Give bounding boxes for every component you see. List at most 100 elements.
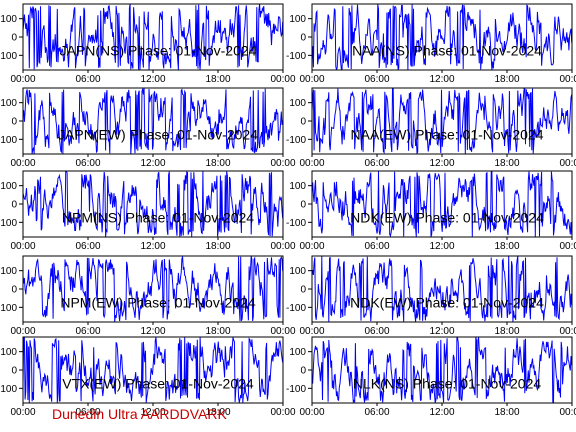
- x-tick-label: 00:00: [299, 74, 324, 85]
- x-tick-label: 18:00: [494, 407, 519, 418]
- x-tick-label: 00:00: [270, 158, 295, 169]
- panel-title: NDK(EW) Phase: 01-Nov-2024: [350, 294, 544, 310]
- x-tick-label: 00:00: [270, 326, 295, 337]
- x-tick-label: 00:00: [559, 158, 576, 169]
- phase-panel: -100 0 100 00:00 06:00 12:00 18:00 00:00 NDK(EW)…: [286, 255, 576, 337]
- x-tick-label: 00:00: [559, 407, 576, 418]
- x-tick-label: 18:00: [494, 326, 519, 337]
- x-tick-label: 06:00: [364, 407, 389, 418]
- x-tick-label: 18:00: [205, 326, 230, 337]
- y-tick-label: 100: [289, 347, 306, 358]
- y-tick-label: 0: [11, 117, 17, 128]
- x-tick-label: 18:00: [494, 158, 519, 169]
- phase-trace: [23, 171, 283, 237]
- panel-grid: -100 0 100 00:00 06:00 12:00 18:00 00:00 JAPN(NS…: [0, 3, 576, 418]
- panel-frame: [311, 336, 573, 404]
- footer-label: Dunedin Ultra AARDDVARK: [52, 406, 227, 422]
- panel-title: JAPN(NS) Phase: 01-Nov-2024: [60, 42, 257, 58]
- x-tick-label: 06:00: [364, 74, 389, 85]
- y-tick-label: 0: [11, 33, 17, 44]
- phase-panel: -100 0 100 00:00 06:00 12:00 18:00 00:00 NLK(NS)…: [286, 336, 576, 418]
- x-tick-label: 00:00: [270, 407, 295, 418]
- phase-panel: -100 0 100 00:00 06:00 12:00 18:00 00:00 NPM(EW)…: [0, 255, 296, 337]
- x-tick-label: 12:00: [429, 407, 454, 418]
- x-tick-label: 00:00: [559, 326, 576, 337]
- x-tick-label: 00:00: [270, 241, 295, 252]
- x-tick-label: 06:00: [75, 74, 100, 85]
- x-tick-label: 18:00: [494, 241, 519, 252]
- panel-title: NPM(EW) Phase: 01-Nov-2024: [60, 294, 256, 310]
- x-tick-label: 12:00: [140, 241, 165, 252]
- phase-trace: [23, 337, 283, 403]
- phase-panel: -100 0 100 00:00 06:00 12:00 18:00 00:00 NAA(EW)…: [286, 87, 576, 169]
- panel-title: NAA(NS) Phase: 01-Nov-2024: [352, 42, 542, 58]
- x-tick-label: 18:00: [205, 241, 230, 252]
- phase-trace: [23, 88, 283, 154]
- y-tick-label: -100: [286, 51, 306, 62]
- x-tick-label: 12:00: [429, 326, 454, 337]
- y-tick-label: 0: [11, 285, 17, 296]
- phase-trace: [312, 4, 572, 70]
- x-tick-label: 00:00: [559, 241, 576, 252]
- phase-panel: -100 0 100 00:00 06:00 12:00 18:00 00:00 JAPN(NS…: [0, 3, 296, 85]
- x-tick-label: 12:00: [140, 158, 165, 169]
- x-tick-label: 06:00: [364, 241, 389, 252]
- x-tick-label: 00:00: [299, 407, 324, 418]
- y-tick-label: 0: [11, 366, 17, 377]
- x-tick-label: 18:00: [205, 74, 230, 85]
- y-tick-label: 100: [0, 14, 17, 25]
- y-tick-label: -100: [0, 303, 17, 314]
- panel-title: NDK(EW) Phase: 01-Nov-2024: [350, 209, 544, 225]
- x-tick-label: 12:00: [140, 407, 165, 418]
- y-tick-label: 0: [300, 33, 306, 44]
- x-tick-label: 00:00: [299, 158, 324, 169]
- x-tick-label: 00:00: [10, 407, 35, 418]
- y-tick-label: 100: [289, 266, 306, 277]
- y-tick-label: -100: [286, 384, 306, 395]
- x-tick-label: 00:00: [299, 241, 324, 252]
- panel-frame: [311, 255, 573, 323]
- phase-trace: [312, 171, 572, 237]
- y-tick-label: -100: [0, 135, 17, 146]
- phase-trace: [312, 337, 572, 403]
- x-tick-label: 06:00: [364, 158, 389, 169]
- y-tick-label: 100: [289, 14, 306, 25]
- x-tick-label: 12:00: [429, 241, 454, 252]
- phase-trace: [312, 256, 572, 322]
- y-tick-label: -100: [0, 51, 17, 62]
- y-tick-label: 100: [0, 347, 17, 358]
- y-tick-label: -100: [286, 135, 306, 146]
- phase-trace: [23, 256, 283, 322]
- y-tick-label: 100: [0, 266, 17, 277]
- x-tick-label: 00:00: [10, 241, 35, 252]
- x-tick-label: 06:00: [75, 158, 100, 169]
- x-tick-label: 12:00: [140, 326, 165, 337]
- x-tick-label: 06:00: [75, 407, 100, 418]
- panel-title: NPM(NS) Phase: 01-Nov-2024: [62, 209, 254, 225]
- x-tick-label: 00:00: [10, 326, 35, 337]
- panel-title: NLK(NS) Phase: 01-Nov-2024: [353, 375, 542, 391]
- x-tick-label: 00:00: [10, 158, 35, 169]
- x-tick-label: 06:00: [75, 326, 100, 337]
- y-tick-label: -100: [286, 303, 306, 314]
- x-tick-label: 00:00: [270, 74, 295, 85]
- x-tick-label: 00:00: [559, 74, 576, 85]
- x-tick-label: 18:00: [205, 407, 230, 418]
- y-tick-label: 0: [300, 200, 306, 211]
- y-tick-label: 0: [300, 117, 306, 128]
- x-tick-label: 18:00: [205, 158, 230, 169]
- y-tick-label: 0: [11, 200, 17, 211]
- phase-trace: [23, 4, 283, 70]
- x-tick-label: 06:00: [364, 326, 389, 337]
- panel-title: NAA(EW) Phase: 01-Nov-2024: [351, 126, 544, 142]
- panel-title: JAPN(EW) Phase: 01-Nov-2024: [58, 126, 258, 142]
- phase-panel: -100 0 100 00:00 06:00 12:00 18:00 00:00 NDK(EW)…: [286, 170, 576, 252]
- x-tick-label: 18:00: [494, 74, 519, 85]
- phase-panel: -100 0 100 00:00 06:00 12:00 18:00 00:00 VTX(EW)…: [0, 336, 296, 418]
- y-tick-label: -100: [286, 218, 306, 229]
- phase-panel: -100 0 100 00:00 06:00 12:00 18:00 00:00 JAPN(EW…: [0, 87, 296, 169]
- phase-panel: -100 0 100 00:00 06:00 12:00 18:00 00:00 NPM(NS)…: [0, 170, 296, 252]
- x-tick-label: 00:00: [299, 326, 324, 337]
- y-tick-label: -100: [0, 218, 17, 229]
